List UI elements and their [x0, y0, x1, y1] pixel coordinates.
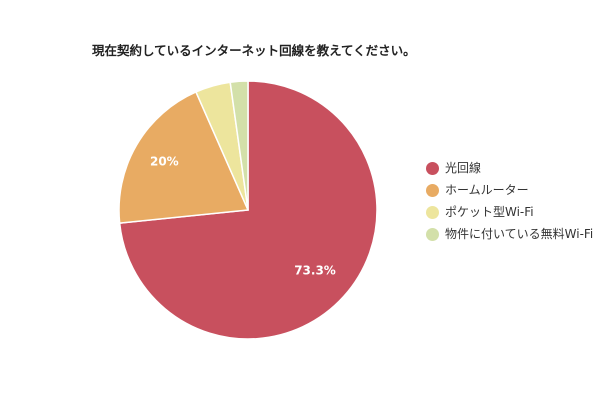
legend-item-home-router[interactable]: ホームルーター: [426, 182, 600, 199]
legend-swatch-icon: [426, 162, 439, 175]
legend-swatch-icon: [426, 206, 439, 219]
legend-label: ホームルーター: [445, 183, 529, 197]
legend-label: 光回線: [445, 161, 482, 175]
slice-free-wifi[interactable]: [229, 80, 249, 211]
legend-label: ポケット型Wi-Fi: [445, 205, 534, 219]
chart-legend: 光回線 ホームルーター ポケット型Wi-Fi 物件に付いている無料Wi-Fi: [426, 160, 600, 248]
slice-data-label: 20%: [150, 154, 179, 168]
legend-item-hikari[interactable]: 光回線: [426, 160, 600, 177]
legend-label: 物件に付いている無料Wi-Fi: [445, 227, 594, 241]
legend-swatch-icon: [426, 184, 439, 197]
slice-data-label: 73.3%: [294, 264, 336, 278]
legend-item-free-wifi[interactable]: 物件に付いている無料Wi-Fi: [426, 226, 600, 243]
chart-title: 現在契約しているインターネット回線を教えてください。: [92, 43, 416, 58]
legend-item-pocket-wifi[interactable]: ポケット型Wi-Fi: [426, 204, 600, 221]
slice-home-router[interactable]: [118, 90, 250, 224]
legend-swatch-icon: [426, 228, 439, 241]
